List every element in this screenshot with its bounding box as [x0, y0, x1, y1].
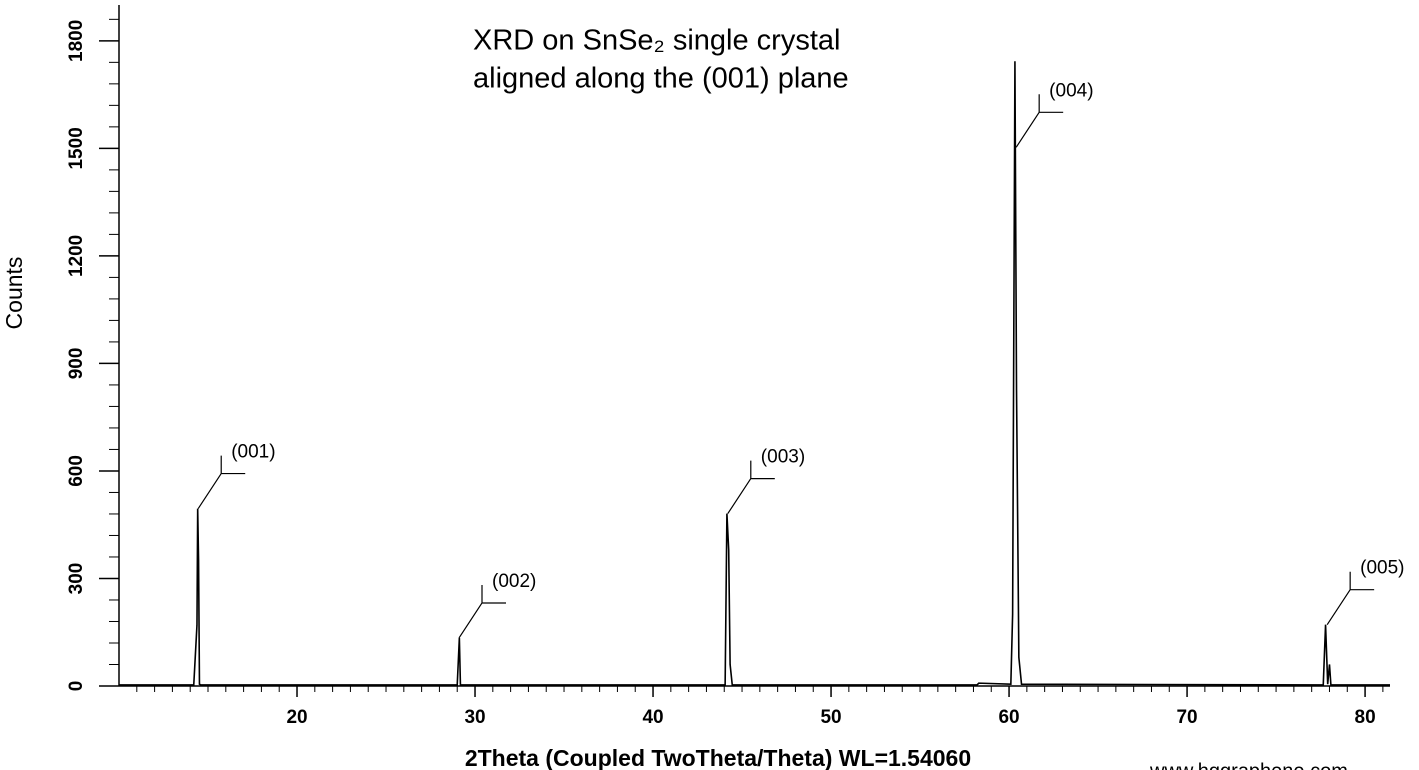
annotation-label: (002) — [492, 571, 536, 592]
y-tick-label: 1800 — [66, 20, 87, 62]
annotation-label: (005) — [1360, 558, 1404, 579]
x-tick-label: 30 — [464, 707, 485, 728]
annotation-label: (003) — [761, 447, 805, 468]
annotation-leader — [1015, 94, 1064, 148]
y-tick-label: 1500 — [66, 127, 87, 169]
x-tick-label: 40 — [642, 707, 663, 728]
annotation-leader — [1326, 571, 1375, 626]
x-tick-label: 70 — [1176, 707, 1197, 728]
annotation-label: (001) — [231, 442, 275, 463]
annotation-leader — [727, 460, 775, 514]
y-tick-label: 1200 — [66, 235, 87, 277]
chart-title: aligned along the (001) plane — [473, 63, 849, 95]
x-axis-label: 2Theta (Coupled TwoTheta/Theta) WL=1.540… — [465, 745, 971, 770]
x-tick-label: 80 — [1355, 707, 1376, 728]
data-line — [119, 61, 1390, 686]
y-axis-label: Counts — [1, 257, 27, 330]
watermark: www.hqgraphene.com — [1149, 760, 1348, 770]
x-tick-label: 50 — [820, 707, 841, 728]
x-tick-label: 20 — [286, 707, 307, 728]
annotation-leader — [197, 455, 246, 509]
y-tick-label: 900 — [66, 348, 87, 380]
x-tick-label: 60 — [998, 707, 1019, 728]
chart-title: XRD on SnSe₂ single crystal — [473, 25, 840, 57]
y-tick-label: 300 — [66, 563, 87, 595]
annotation-leader — [458, 584, 507, 639]
y-tick-label: 600 — [66, 455, 87, 487]
y-tick-label: 0 — [66, 681, 87, 692]
annotation-label: (004) — [1049, 80, 1093, 101]
